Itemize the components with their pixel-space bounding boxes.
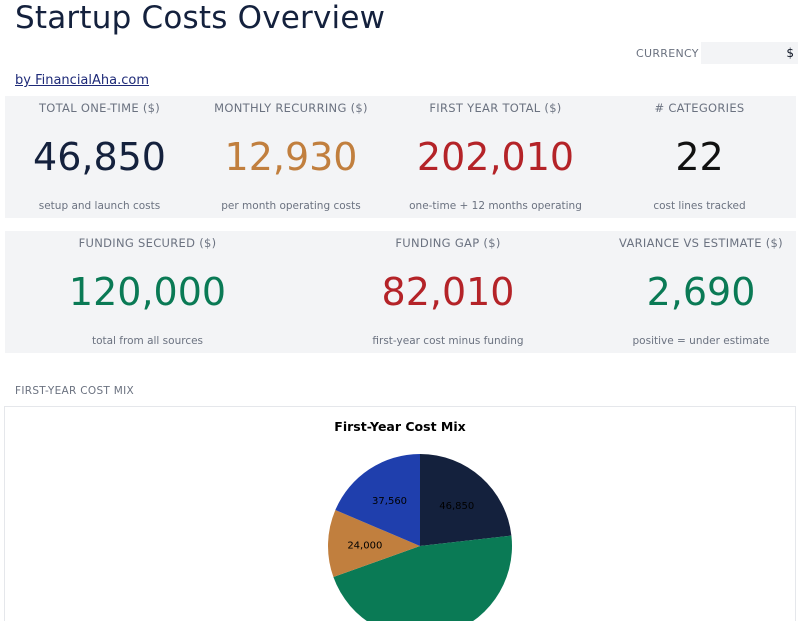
kpi-subtext: total from all sources (91, 335, 204, 347)
kpi-value: 22 (675, 135, 724, 179)
kpi-label: FUNDING GAP ($) (395, 236, 501, 250)
kpi-row-1: TOTAL ONE-TIME ($) 46,850 setup and laun… (5, 96, 796, 218)
byline-link[interactable]: by FinancialAha.com (15, 73, 149, 88)
page-title: Startup Costs Overview (15, 0, 386, 36)
kpi-label: VARIANCE VS ESTIMATE ($) (619, 236, 783, 250)
pie-slice (335, 454, 420, 546)
kpi-subtext: per month operating costs (221, 200, 361, 212)
pie-slice-label: 37,560 (372, 496, 407, 507)
currency-label: CURRENCY (636, 47, 699, 60)
kpi-label: MONTHLY RECURRING ($) (214, 101, 368, 115)
kpi-value: 202,010 (416, 135, 575, 179)
kpi-value: 82,010 (381, 270, 515, 314)
kpi-subtext: first-year cost minus funding (372, 335, 524, 347)
section-label: FIRST-YEAR COST MIX (15, 385, 135, 397)
kpi-row-2: FUNDING SECURED ($) 120,000 total from a… (5, 231, 796, 353)
pie-slice-label: 24,000 (347, 540, 382, 551)
kpi-funding-gap: FUNDING GAP ($) 82,010 first-year cost m… (290, 231, 606, 353)
kpi-value: 2,690 (646, 270, 756, 314)
kpi-subtext: cost lines tracked (653, 200, 746, 212)
kpi-subtext: one-time + 12 months operating (409, 200, 582, 212)
kpi-funding-secured: FUNDING SECURED ($) 120,000 total from a… (5, 231, 290, 353)
kpi-label: FIRST YEAR TOTAL ($) (429, 101, 562, 115)
kpi-total-one-time: TOTAL ONE-TIME ($) 46,850 setup and laun… (5, 96, 194, 218)
kpi-value: 120,000 (68, 270, 227, 314)
kpi-subtext: setup and launch costs (38, 200, 161, 212)
kpi-value: 46,850 (33, 135, 166, 179)
pie-slice-label: 46,850 (439, 501, 474, 512)
pie-slice (420, 454, 512, 546)
chart-title: First-Year Cost Mix (334, 419, 466, 434)
kpi-value: 12,930 (224, 135, 358, 179)
kpi-monthly-recurring: MONTHLY RECURRING ($) 12,930 per month o… (194, 96, 388, 218)
currency-input[interactable] (701, 42, 798, 64)
kpi-categories: # CATEGORIES 22 cost lines tracked (603, 96, 796, 218)
kpi-label: # CATEGORIES (654, 101, 745, 115)
kpi-label: FUNDING SECURED ($) (78, 236, 217, 250)
pie-slice (328, 509, 420, 578)
kpi-first-year-total: FIRST YEAR TOTAL ($) 202,010 one-time + … (388, 96, 603, 218)
kpi-label: TOTAL ONE-TIME ($) (38, 101, 161, 115)
kpi-subtext: positive = under estimate (632, 335, 770, 347)
pie-chart-panel: First-Year Cost Mix 46,850 24,000 37,560 (4, 406, 796, 621)
pie-chart: 46,850 24,000 37,560 (328, 454, 512, 621)
pie-slice (333, 535, 512, 621)
kpi-variance: VARIANCE VS ESTIMATE ($) 2,690 positive … (606, 231, 796, 353)
